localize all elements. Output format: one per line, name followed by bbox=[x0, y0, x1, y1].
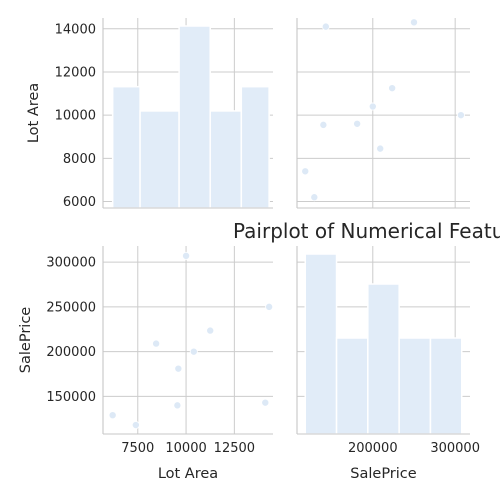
sale-price-hist-bar-4 bbox=[430, 338, 461, 434]
lot-area-xtick-label-0: 7500 bbox=[121, 441, 154, 456]
sale-price-ytick-label-0: 150000 bbox=[46, 390, 96, 405]
bl-point-6 bbox=[190, 348, 197, 355]
tr-point-7 bbox=[389, 85, 396, 92]
tr-grid-y bbox=[297, 29, 470, 202]
sale-price-ytick-label-1: 200000 bbox=[46, 345, 96, 360]
lot-area-xtick-label-2: 12500 bbox=[214, 441, 255, 456]
bl-point-9 bbox=[266, 303, 273, 310]
sale-price-xlabel: SalePrice bbox=[350, 466, 416, 482]
sale-price-xtick-label-1: 300000 bbox=[430, 441, 480, 456]
lot-area-ytick-label-3: 12000 bbox=[55, 65, 96, 80]
sale-price-hist-bar-3 bbox=[399, 338, 430, 434]
lot-area-hist-bar-1 bbox=[140, 111, 179, 208]
tr-grid bbox=[373, 18, 455, 208]
lot-area-ytick-label-4: 14000 bbox=[55, 22, 96, 37]
bl-point-5 bbox=[182, 252, 189, 259]
sale-price-ylabel: SalePrice bbox=[18, 307, 34, 373]
tr-point-6 bbox=[369, 103, 376, 110]
bl-point-0 bbox=[109, 412, 116, 419]
bl-grid-y bbox=[103, 262, 273, 396]
lot-area-ytick-label-1: 8000 bbox=[63, 152, 96, 167]
chart-title: Pairplot of Numerical Features bbox=[233, 219, 500, 243]
lot-area-xtick-label-1: 10000 bbox=[165, 441, 206, 456]
bl-point-8 bbox=[262, 399, 269, 406]
lot-area-hist-bar-0 bbox=[113, 87, 140, 208]
sale-price-ytick-label-2: 250000 bbox=[46, 300, 96, 315]
lot-area-hist-bar-3 bbox=[210, 111, 241, 208]
tr-point-4 bbox=[354, 120, 361, 127]
sale-price-hist-bar-1 bbox=[337, 338, 368, 434]
bl-point-2 bbox=[153, 340, 160, 347]
bl-point-7 bbox=[207, 327, 214, 334]
tr-point-8 bbox=[322, 23, 329, 30]
tr-point-3 bbox=[320, 121, 327, 128]
bl-point-4 bbox=[175, 365, 182, 372]
sale-price-ytick-label-3: 300000 bbox=[46, 256, 96, 271]
tr-point-2 bbox=[377, 145, 384, 152]
tr-point-1 bbox=[302, 168, 309, 175]
lot-area-hist-bar-2 bbox=[179, 26, 210, 208]
sale-price-hist-bar-0 bbox=[305, 254, 336, 434]
bl-grid bbox=[138, 246, 235, 434]
lot-area-hist-bar-4 bbox=[241, 87, 269, 208]
lot-area-ytick-label-2: 10000 bbox=[55, 109, 96, 124]
tr-point-5 bbox=[457, 112, 464, 119]
lot-area-ylabel: Lot Area bbox=[26, 83, 42, 143]
sale-price-xtick-label-0: 200000 bbox=[348, 441, 398, 456]
sale-price-hist-bar-2 bbox=[368, 284, 399, 434]
tr-point-9 bbox=[410, 19, 417, 26]
lot-area-ytick-label-0: 6000 bbox=[63, 195, 96, 210]
lot-area-xlabel: Lot Area bbox=[158, 466, 218, 482]
bl-point-1 bbox=[132, 421, 139, 428]
bl-point-3 bbox=[174, 402, 181, 409]
tr-point-0 bbox=[311, 194, 318, 201]
